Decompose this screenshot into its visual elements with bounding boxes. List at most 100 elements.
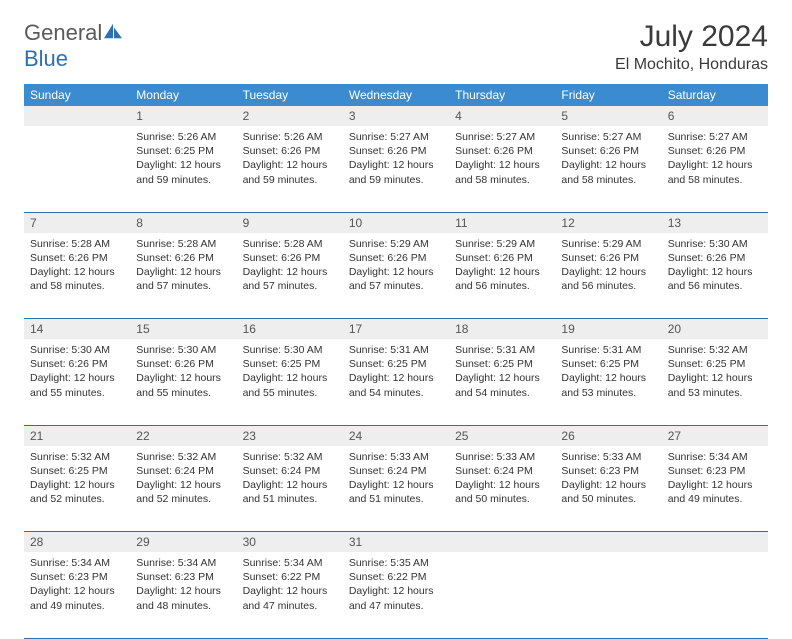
day-details: Sunrise: 5:31 AMSunset: 6:25 PMDaylight:…: [343, 339, 449, 408]
day-number: 8: [130, 213, 236, 233]
day-number: 1: [130, 106, 236, 126]
day-number: 9: [237, 213, 343, 233]
calendar-cell: Sunrise: 5:27 AMSunset: 6:26 PMDaylight:…: [343, 126, 449, 212]
brand-sail-icon: [102, 22, 124, 40]
day-details: Sunrise: 5:28 AMSunset: 6:26 PMDaylight:…: [130, 233, 236, 302]
day-details: Sunrise: 5:31 AMSunset: 6:25 PMDaylight:…: [555, 339, 661, 408]
calendar-cell: Sunrise: 5:29 AMSunset: 6:26 PMDaylight:…: [343, 233, 449, 319]
brand-logo: General Blue: [24, 20, 124, 72]
day-number: 23: [237, 426, 343, 446]
calendar-cell: Sunrise: 5:28 AMSunset: 6:26 PMDaylight:…: [130, 233, 236, 319]
calendar-cell: Sunrise: 5:30 AMSunset: 6:25 PMDaylight:…: [237, 339, 343, 425]
calendar-cell: Sunrise: 5:35 AMSunset: 6:22 PMDaylight:…: [343, 552, 449, 638]
calendar-cell: Sunrise: 5:31 AMSunset: 6:25 PMDaylight:…: [449, 339, 555, 425]
day-details: Sunrise: 5:33 AMSunset: 6:23 PMDaylight:…: [555, 446, 661, 515]
day-details: Sunrise: 5:32 AMSunset: 6:24 PMDaylight:…: [130, 446, 236, 515]
calendar-header-row: SundayMondayTuesdayWednesdayThursdayFrid…: [24, 84, 768, 106]
day-number: 26: [555, 426, 661, 446]
day-details: Sunrise: 5:35 AMSunset: 6:22 PMDaylight:…: [343, 552, 449, 621]
day-number: 4: [449, 106, 555, 126]
day-number: 20: [662, 319, 768, 339]
calendar-cell: Sunrise: 5:30 AMSunset: 6:26 PMDaylight:…: [130, 339, 236, 425]
day-number: 10: [343, 213, 449, 233]
calendar-cell: Sunrise: 5:31 AMSunset: 6:25 PMDaylight:…: [343, 339, 449, 425]
day-number: 29: [130, 532, 236, 552]
calendar-cell: Sunrise: 5:34 AMSunset: 6:23 PMDaylight:…: [662, 446, 768, 532]
day-number: 7: [24, 213, 130, 233]
day-details: Sunrise: 5:27 AMSunset: 6:26 PMDaylight:…: [662, 126, 768, 195]
calendar-cell: [555, 552, 661, 638]
calendar-cell: Sunrise: 5:31 AMSunset: 6:25 PMDaylight:…: [555, 339, 661, 425]
calendar-cell: Sunrise: 5:32 AMSunset: 6:25 PMDaylight:…: [662, 339, 768, 425]
day-number: 16: [237, 319, 343, 339]
calendar-cell: [449, 552, 555, 638]
day-number: 19: [555, 319, 661, 339]
calendar-cell: Sunrise: 5:26 AMSunset: 6:25 PMDaylight:…: [130, 126, 236, 212]
calendar-cell: Sunrise: 5:27 AMSunset: 6:26 PMDaylight:…: [449, 126, 555, 212]
day-number: 3: [343, 106, 449, 126]
day-details: Sunrise: 5:30 AMSunset: 6:26 PMDaylight:…: [662, 233, 768, 302]
calendar-cell: Sunrise: 5:28 AMSunset: 6:26 PMDaylight:…: [24, 233, 130, 319]
calendar-cell: Sunrise: 5:29 AMSunset: 6:26 PMDaylight:…: [449, 233, 555, 319]
weekday-header: Tuesday: [237, 84, 343, 106]
day-number: 31: [343, 532, 449, 552]
day-details: Sunrise: 5:29 AMSunset: 6:26 PMDaylight:…: [555, 233, 661, 302]
calendar-cell: Sunrise: 5:32 AMSunset: 6:25 PMDaylight:…: [24, 446, 130, 532]
day-details: Sunrise: 5:34 AMSunset: 6:22 PMDaylight:…: [237, 552, 343, 621]
day-details: Sunrise: 5:28 AMSunset: 6:26 PMDaylight:…: [24, 233, 130, 302]
calendar-cell: Sunrise: 5:34 AMSunset: 6:22 PMDaylight:…: [237, 552, 343, 638]
day-number: 6: [662, 106, 768, 126]
day-details: Sunrise: 5:32 AMSunset: 6:24 PMDaylight:…: [237, 446, 343, 515]
day-details: Sunrise: 5:27 AMSunset: 6:26 PMDaylight:…: [449, 126, 555, 195]
calendar-cell: Sunrise: 5:32 AMSunset: 6:24 PMDaylight:…: [130, 446, 236, 532]
calendar-cell: Sunrise: 5:30 AMSunset: 6:26 PMDaylight:…: [24, 339, 130, 425]
day-number: 2: [237, 106, 343, 126]
calendar-cell: Sunrise: 5:28 AMSunset: 6:26 PMDaylight:…: [237, 233, 343, 319]
day-number: [662, 532, 768, 552]
day-details: Sunrise: 5:30 AMSunset: 6:26 PMDaylight:…: [130, 339, 236, 408]
day-number: 30: [237, 532, 343, 552]
day-number: 5: [555, 106, 661, 126]
day-details: Sunrise: 5:33 AMSunset: 6:24 PMDaylight:…: [449, 446, 555, 515]
day-number: 12: [555, 213, 661, 233]
location-label: El Mochito, Honduras: [615, 56, 768, 74]
brand-part1: General: [24, 20, 102, 45]
title-block: July 2024 El Mochito, Honduras: [615, 20, 768, 74]
day-number: [555, 532, 661, 552]
day-number: 28: [24, 532, 130, 552]
day-details: Sunrise: 5:27 AMSunset: 6:26 PMDaylight:…: [343, 126, 449, 195]
day-details: Sunrise: 5:30 AMSunset: 6:26 PMDaylight:…: [24, 339, 130, 408]
weekday-header: Thursday: [449, 84, 555, 106]
day-number: 13: [662, 213, 768, 233]
day-number: [24, 106, 130, 126]
day-details: Sunrise: 5:34 AMSunset: 6:23 PMDaylight:…: [24, 552, 130, 621]
calendar-cell: [662, 552, 768, 638]
calendar-cell: Sunrise: 5:30 AMSunset: 6:26 PMDaylight:…: [662, 233, 768, 319]
day-details: Sunrise: 5:32 AMSunset: 6:25 PMDaylight:…: [662, 339, 768, 408]
day-number: 24: [343, 426, 449, 446]
calendar-cell: Sunrise: 5:27 AMSunset: 6:26 PMDaylight:…: [555, 126, 661, 212]
calendar-cell: Sunrise: 5:33 AMSunset: 6:23 PMDaylight:…: [555, 446, 661, 532]
day-details: Sunrise: 5:29 AMSunset: 6:26 PMDaylight:…: [449, 233, 555, 302]
day-details: Sunrise: 5:30 AMSunset: 6:25 PMDaylight:…: [237, 339, 343, 408]
weekday-header: Wednesday: [343, 84, 449, 106]
weekday-header: Saturday: [662, 84, 768, 106]
day-details: Sunrise: 5:27 AMSunset: 6:26 PMDaylight:…: [555, 126, 661, 195]
day-details: Sunrise: 5:34 AMSunset: 6:23 PMDaylight:…: [130, 552, 236, 621]
calendar-cell: Sunrise: 5:34 AMSunset: 6:23 PMDaylight:…: [24, 552, 130, 638]
calendar-cell: Sunrise: 5:26 AMSunset: 6:26 PMDaylight:…: [237, 126, 343, 212]
brand-text: General Blue: [24, 20, 124, 72]
day-number: [449, 532, 555, 552]
day-details: Sunrise: 5:26 AMSunset: 6:26 PMDaylight:…: [237, 126, 343, 195]
day-number: 22: [130, 426, 236, 446]
day-number: 14: [24, 319, 130, 339]
calendar-cell: Sunrise: 5:32 AMSunset: 6:24 PMDaylight:…: [237, 446, 343, 532]
day-number: 18: [449, 319, 555, 339]
day-number: 17: [343, 319, 449, 339]
day-details: Sunrise: 5:32 AMSunset: 6:25 PMDaylight:…: [24, 446, 130, 515]
day-details: Sunrise: 5:28 AMSunset: 6:26 PMDaylight:…: [237, 233, 343, 302]
weekday-header: Monday: [130, 84, 236, 106]
day-details: Sunrise: 5:31 AMSunset: 6:25 PMDaylight:…: [449, 339, 555, 408]
day-details: Sunrise: 5:29 AMSunset: 6:26 PMDaylight:…: [343, 233, 449, 302]
calendar-cell: [24, 126, 130, 212]
